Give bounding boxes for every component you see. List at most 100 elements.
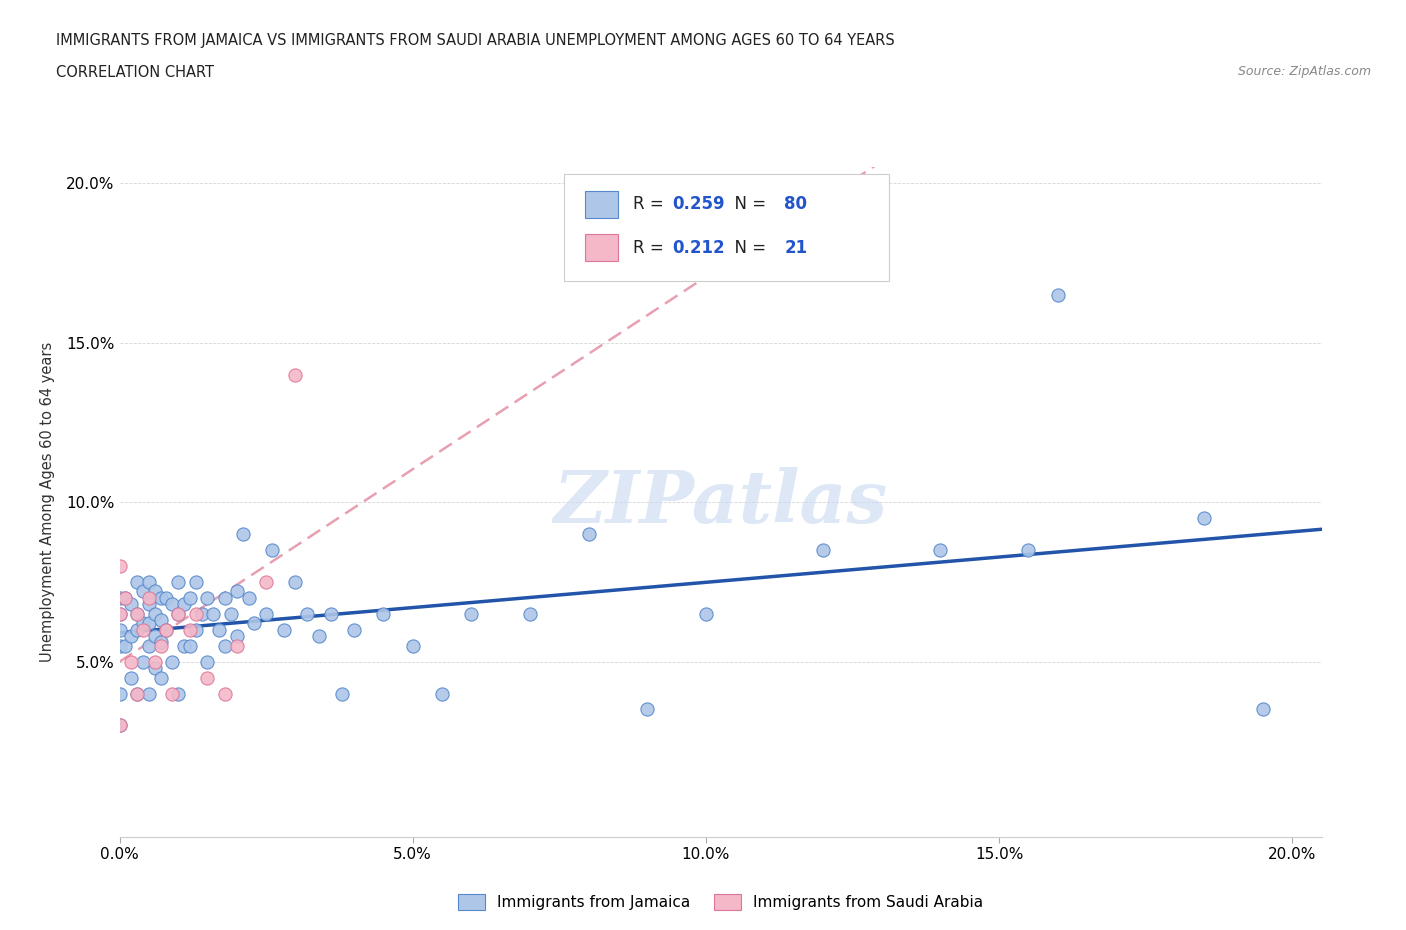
Point (284, 367, 307, 382)
Point (108, 591, 131, 605)
Point (114, 591, 136, 605)
Point (214, 591, 236, 605)
Point (155, 591, 177, 605)
Point (138, 616, 160, 631)
Point (284, 575, 307, 590)
Point (127, 686, 149, 701)
Point (402, 638, 425, 653)
Point (214, 686, 236, 701)
Point (149, 635, 172, 650)
Point (202, 606, 225, 621)
Point (167, 686, 190, 701)
Point (108, 606, 131, 621)
Point (132, 616, 155, 631)
Point (132, 584, 155, 599)
Point (197, 671, 219, 685)
Point (1046, 287, 1069, 302)
Point (167, 606, 190, 621)
Point (173, 638, 195, 653)
Point (149, 613, 172, 628)
Point (143, 660, 166, 675)
Text: 0.212: 0.212 (672, 239, 725, 257)
Point (219, 606, 242, 621)
Text: Source: ZipAtlas.com: Source: ZipAtlas.com (1237, 65, 1371, 78)
Point (179, 638, 201, 653)
Point (254, 575, 277, 590)
Point (143, 654, 166, 669)
Point (127, 622, 149, 637)
Point (149, 638, 172, 653)
Point (308, 629, 330, 644)
Text: N =: N = (724, 195, 772, 213)
Point (138, 686, 160, 701)
Point (636, 702, 658, 717)
Point (108, 559, 131, 574)
Text: IMMIGRANTS FROM JAMAICA VS IMMIGRANTS FROM SAUDI ARABIA UNEMPLOYMENT AMONG AGES : IMMIGRANTS FROM JAMAICA VS IMMIGRANTS FR… (56, 33, 896, 47)
Point (127, 575, 149, 590)
Point (208, 622, 231, 637)
Text: R =: R = (633, 239, 669, 257)
Point (143, 606, 166, 621)
Point (190, 606, 212, 621)
Point (232, 526, 254, 541)
Point (108, 606, 131, 621)
Point (273, 622, 295, 637)
Point (238, 591, 260, 605)
Point (184, 606, 207, 621)
Point (143, 584, 166, 599)
Point (811, 542, 834, 557)
Point (254, 606, 277, 621)
Point (127, 606, 149, 621)
Point (120, 671, 142, 685)
Point (243, 616, 266, 631)
FancyBboxPatch shape (585, 191, 619, 218)
Point (225, 584, 247, 599)
Point (120, 597, 142, 612)
Text: CORRELATION CHART: CORRELATION CHART (56, 65, 214, 80)
Point (108, 638, 131, 653)
Text: R =: R = (633, 195, 669, 213)
Point (108, 622, 131, 637)
Point (197, 654, 219, 669)
Point (179, 591, 201, 605)
Point (578, 526, 600, 541)
Point (132, 622, 155, 637)
Point (162, 597, 184, 612)
Point (108, 718, 131, 733)
Point (184, 575, 207, 590)
Legend: Immigrants from Jamaica, Immigrants from Saudi Arabia: Immigrants from Jamaica, Immigrants from… (451, 888, 990, 916)
Point (225, 638, 247, 653)
Y-axis label: Unemployment Among Ages 60 to 64 years: Unemployment Among Ages 60 to 64 years (41, 342, 55, 662)
Point (373, 606, 395, 621)
Point (430, 686, 453, 701)
Point (167, 575, 190, 590)
Text: 21: 21 (785, 239, 807, 257)
Point (114, 638, 136, 653)
Point (214, 638, 236, 653)
Point (162, 686, 184, 701)
Point (519, 606, 541, 621)
Point (173, 597, 195, 612)
Point (295, 606, 318, 621)
Point (120, 654, 142, 669)
Point (1194, 511, 1216, 525)
Point (460, 606, 482, 621)
Text: ZIPatlas: ZIPatlas (554, 467, 887, 538)
Point (149, 591, 172, 605)
Point (138, 575, 160, 590)
Point (149, 671, 172, 685)
Point (167, 606, 190, 621)
Point (138, 638, 160, 653)
Point (1017, 542, 1039, 557)
Point (197, 591, 219, 605)
Point (138, 591, 160, 605)
Text: 80: 80 (785, 195, 807, 213)
Point (330, 686, 353, 701)
Point (114, 591, 136, 605)
Point (260, 542, 283, 557)
Point (132, 654, 155, 669)
FancyBboxPatch shape (585, 234, 619, 261)
Point (225, 629, 247, 644)
Point (184, 622, 207, 637)
Point (127, 686, 149, 701)
